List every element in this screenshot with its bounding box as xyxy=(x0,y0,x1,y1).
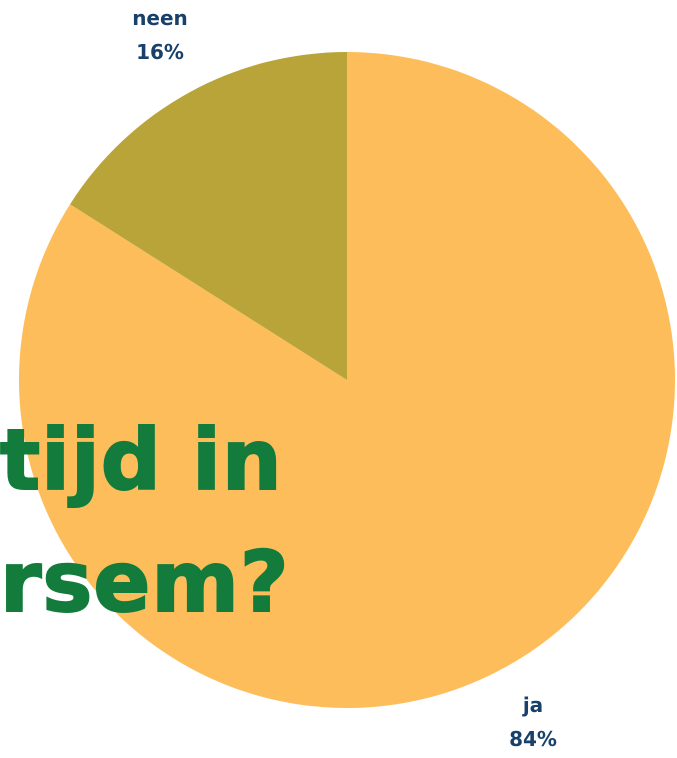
heading-text-line-1: tijd in xyxy=(0,411,283,509)
heading-text-line-2: rsem? xyxy=(0,533,290,631)
pie-slice-ja xyxy=(18,52,675,708)
slice-category-label-ja: ja xyxy=(522,693,543,717)
pie-slice-neen xyxy=(70,52,348,380)
slice-value-label-ja: 84% xyxy=(509,727,557,751)
slice-value-label-neen: 16% xyxy=(136,40,184,64)
slice-category-label-neen: neen xyxy=(132,6,188,30)
